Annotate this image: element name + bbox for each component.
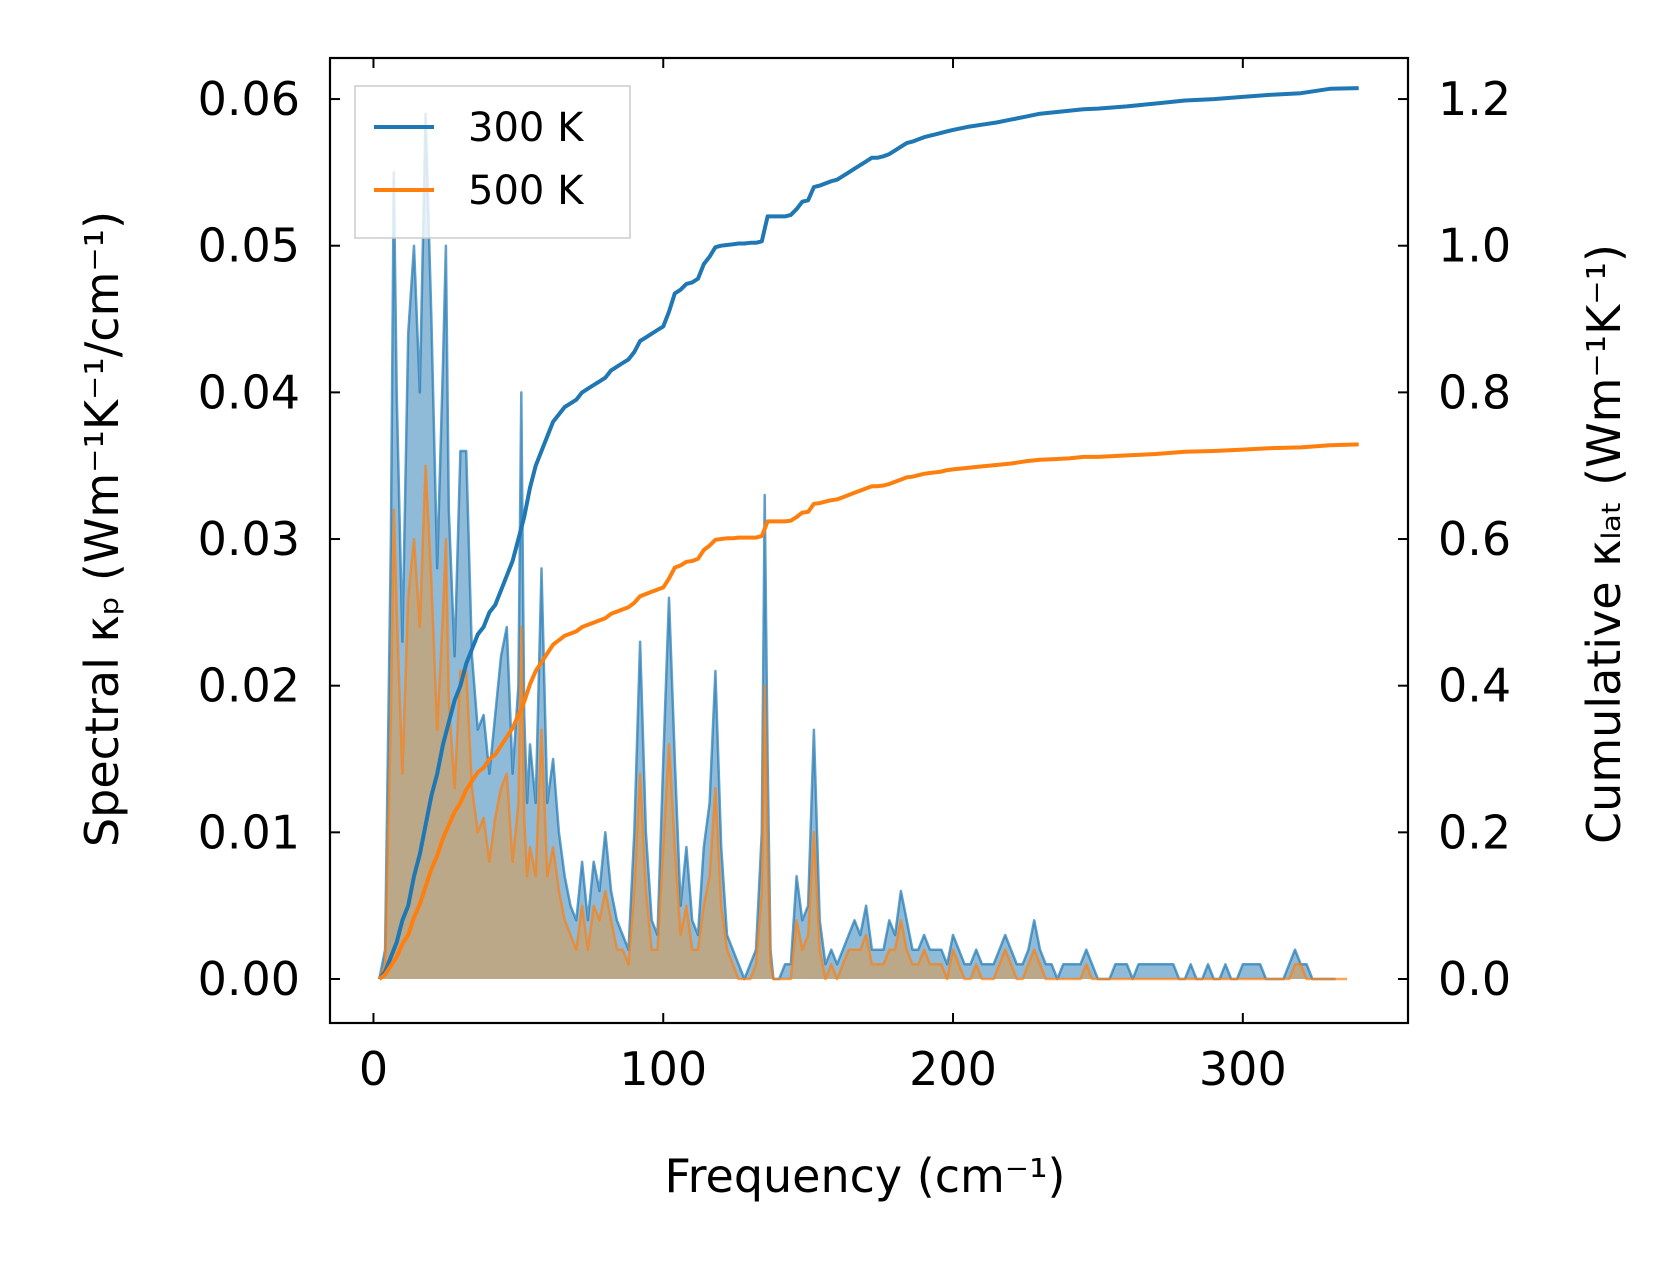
- x-tick-label: 200: [909, 1042, 997, 1096]
- series-line-layer: [377, 86, 1359, 981]
- y-axis-left-label: Spectral κₚ (Wm⁻¹K⁻¹/cm⁻¹): [75, 211, 129, 847]
- y-right-tick-label: 0.8: [1438, 365, 1511, 419]
- spectral-line-500k: [378, 464, 1348, 981]
- legend-label-300k: 300 K: [468, 105, 585, 151]
- plot-frame: [328, 56, 1410, 1025]
- legend: 300 K 500 K: [354, 85, 631, 239]
- spectral-line-300k: [378, 112, 1336, 981]
- axes-layer: 0 100 200 300 0.00 0.01 0.02 0.03 0.04 0.05 0.06 0.…: [198, 56, 1511, 1096]
- y-right-tick-label: 1.2: [1438, 72, 1511, 126]
- spectral-area-500k: [379, 465, 1348, 979]
- x-axis-label: Frequency (cm⁻¹): [665, 1149, 1066, 1203]
- y-right-tick-label: 0.0: [1438, 952, 1511, 1006]
- y-left-tick-label: 0.06: [198, 72, 300, 126]
- legend-label-500k: 500 K: [468, 168, 585, 214]
- y-left-tick-label: 0.04: [198, 365, 300, 419]
- y-axis-right-label: Cumulative κₗₐₜ (Wm⁻¹K⁻¹): [1577, 244, 1631, 844]
- cumulative-line-500k: [378, 442, 1359, 981]
- y-right-tick-label: 0.4: [1438, 659, 1511, 713]
- y-left-tick-label: 0.02: [198, 659, 300, 713]
- y-right-tick-label: 0.6: [1438, 512, 1511, 566]
- x-tick-label: 0: [359, 1042, 388, 1096]
- cumulative-line-300k: [377, 86, 1359, 981]
- y-left-tick-label: 0.03: [198, 512, 300, 566]
- y-right-tick-label: 0.2: [1438, 805, 1511, 859]
- y-right-tick-label: 1.0: [1438, 219, 1511, 273]
- legend-box: [354, 85, 631, 239]
- y-left-tick-label: 0.01: [198, 805, 300, 859]
- spectral-fill-layer: [379, 113, 1348, 979]
- y-left-tick-label: 0.05: [198, 219, 300, 273]
- y-left-tick-label: 0.00: [198, 952, 300, 1006]
- x-tick-label: 100: [619, 1042, 707, 1096]
- x-tick-label: 300: [1199, 1042, 1287, 1096]
